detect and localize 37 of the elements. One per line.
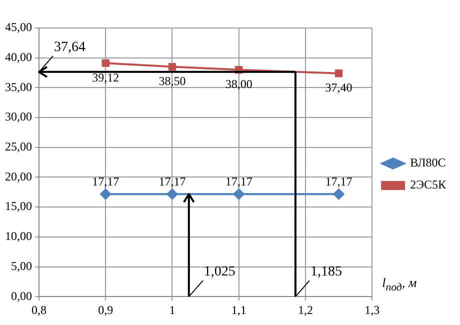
ref-line-label: 1,185 [310,264,342,280]
data-label: 37,40 [325,80,352,95]
point [233,188,244,200]
point [334,70,343,78]
point [333,188,344,200]
point [102,59,110,67]
data-label: 17,17 [325,174,352,188]
data-label: 17,17 [225,174,252,188]
y-tick-label: 20,00 [5,169,32,184]
ref-line-label: 37,64 [54,40,86,55]
legend-label: ВЛ80С [410,156,446,170]
y-tick-label: 15,00 [5,199,32,214]
y-tick-label: 35,00 [5,80,32,94]
data-label: 38,00 [225,76,252,91]
x-tick-label: 1,3 [364,302,380,317]
data-label: 17,17 [158,174,186,188]
x-tick-label: 1,1 [231,302,246,317]
y-tick-label: 30,00 [5,110,32,124]
x-tick-label: 0,8 [32,302,46,317]
data-label: 17,17 [92,174,120,188]
y-tick-label: 10,00 [5,229,32,244]
x-tick-label: 0,9 [98,302,114,317]
data-label: 38,50 [158,74,186,88]
x-tick-label: 1,2 [298,302,313,317]
y-tick-label: 5,00 [11,258,32,273]
x-axis-title: l$_{под}$, м [382,274,417,294]
point [168,62,176,71]
point [100,188,112,200]
data-label: 39,12 [92,70,120,84]
y-tick-label: 40,00 [5,50,32,64]
point [166,188,178,200]
y-tick-label: 45,00 [5,20,32,34]
y-tick-label: 25,00 [5,140,32,154]
y-tick-label: 0,00 [11,288,32,303]
x-tick-label: 1 [169,302,176,317]
ref-line-label: 1,025 [204,264,236,280]
legend-label: 2ЭС5К [410,178,447,192]
